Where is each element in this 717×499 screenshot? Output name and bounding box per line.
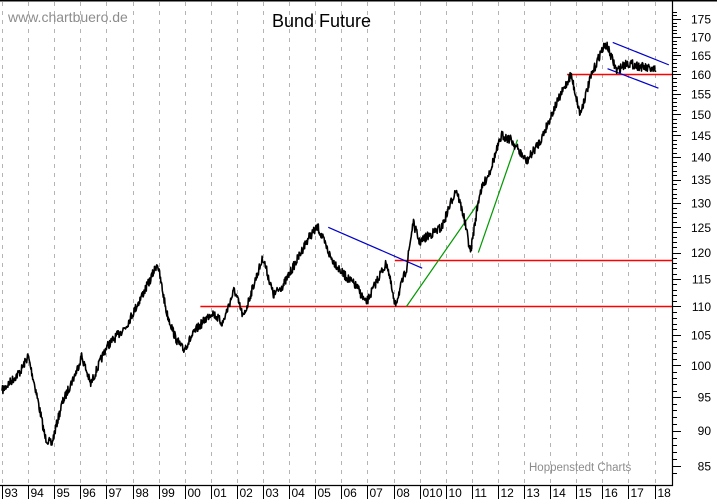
x-tick-label: 01 [214, 486, 228, 499]
x-tick-label: 99 [162, 486, 176, 499]
x-axis: 93 94 95 96 97 98 99 00 01 02 03 04 05 06 07 08 010 10 11 1… [0, 484, 673, 499]
x-tick-label: 07 [370, 486, 384, 499]
x-tick-label: 010 [423, 486, 443, 499]
x-tick-label: 95 [57, 486, 71, 499]
y-tick-label: 170 [691, 30, 711, 44]
y-tick-label: 140 [691, 151, 711, 165]
x-tick-label: 06 [344, 486, 358, 499]
x-tick-label: 08 [397, 486, 411, 499]
y-tick-label: 85 [698, 459, 712, 473]
y-tick-label: 90 [698, 424, 712, 438]
y-tick-label: 95 [698, 391, 712, 405]
x-tick-label: 03 [266, 486, 280, 499]
channel-top-line [612, 41, 670, 66]
watermark-text: www.chartbuero.de [7, 9, 128, 25]
x-tick-label: 17 [631, 486, 645, 499]
x-tick-label: 00 [188, 486, 202, 499]
x-tick-label: 11 [475, 486, 488, 499]
trendline-line [328, 226, 423, 269]
y-tick-label: 155 [691, 88, 711, 102]
x-tick-label: 93 [5, 486, 19, 499]
y-tick-label: 125 [691, 221, 711, 235]
y-tick-label: 110 [692, 300, 711, 314]
y-tick-label: 160 [691, 68, 711, 82]
y-tick-label: 120 [691, 246, 711, 260]
price-line [1, 41, 657, 446]
x-tick-label: 12 [501, 486, 515, 499]
x-tick-label: 96 [83, 486, 97, 499]
y-tick-label: 150 [691, 108, 711, 122]
y-tick-label: 175 [691, 12, 711, 26]
x-tick-label: 15 [579, 486, 593, 499]
x-tick-label: 16 [605, 486, 619, 499]
y-tick-label: 130 [691, 196, 711, 210]
x-tick-label: 18 [658, 486, 672, 499]
credit-text: Hoppenstedt Charts [529, 462, 632, 474]
trendline-line [406, 202, 479, 307]
trendline-line [477, 139, 519, 253]
y-tick-label: 105 [691, 329, 711, 343]
x-tick-label: 98 [136, 486, 150, 499]
chart-title: Bund Future [272, 11, 371, 31]
x-tick-label: 04 [292, 486, 306, 499]
x-tick-label: 13 [527, 486, 541, 499]
y-tick-label: 145 [691, 129, 711, 143]
x-tick-label: 94 [31, 486, 45, 499]
x-tick-label: 05 [318, 486, 332, 499]
y-tick-label: 100 [691, 359, 711, 373]
x-tick-label: 10 [449, 486, 463, 499]
y-tick-label: 115 [692, 272, 711, 286]
y-tick-label: 165 [691, 49, 711, 63]
x-tick-label: 14 [553, 486, 567, 499]
y-tick-label: 135 [691, 173, 711, 187]
x-tick-label: 97 [109, 486, 123, 499]
x-tick-label: 02 [240, 486, 254, 499]
y-axis: 85 90 95 100 105 110 115 120 125 130 135 140 145 150 1… [671, 0, 712, 486]
